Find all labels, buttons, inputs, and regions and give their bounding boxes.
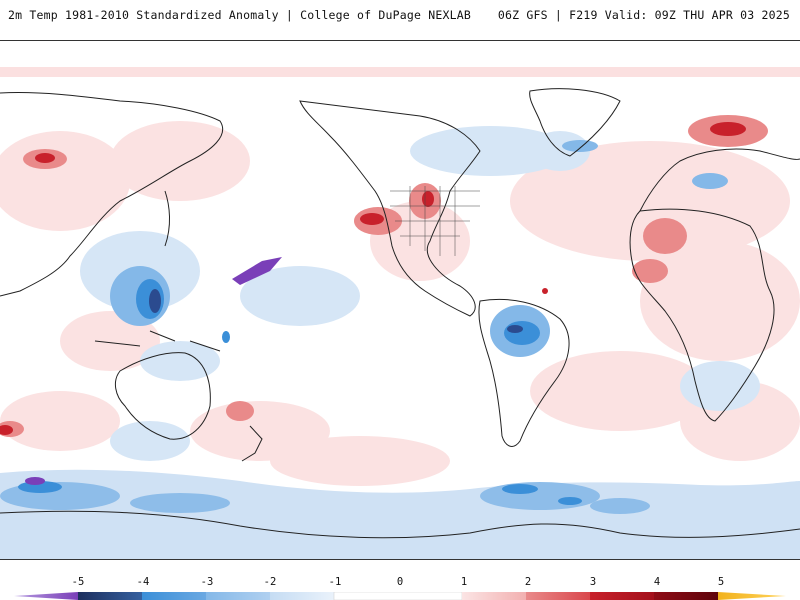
us-state-borders (390, 186, 480, 256)
anomaly-map (0, 40, 800, 560)
tick-label: 3 (589, 576, 597, 588)
tick-label: 5 (717, 576, 725, 588)
tick-label: -5 (71, 576, 85, 588)
map-header: 2m Temp 1981-2010 Standardized Anomaly |… (0, 0, 800, 36)
tick-label: -2 (263, 576, 277, 588)
colorbar (14, 592, 786, 600)
very-cold-cells (149, 289, 523, 333)
model-run-info: 06Z GFS | F219 Valid: 09Z THU APR 03 202… (497, 8, 790, 22)
tick-label: 4 (653, 576, 661, 588)
warm-anomaly-cells (0, 115, 768, 437)
tick-label: 1 (460, 576, 468, 588)
coastlines (0, 88, 800, 539)
map-canvas (0, 41, 800, 559)
map-title: 2m Temp 1981-2010 Standardized Anomaly |… (8, 8, 472, 22)
colorbar-legend: -5 -4 -3 -2 -1 0 1 2 3 4 5 (0, 566, 800, 600)
antarctic-cold-band (0, 469, 800, 559)
tick-label: -3 (200, 576, 214, 588)
light-warm-fields (0, 121, 800, 486)
tick-label: 0 (396, 576, 404, 588)
antarctic-strong-cold (25, 477, 45, 485)
tick-label: 2 (524, 576, 532, 588)
antarctic-cold-core (18, 481, 582, 505)
tick-label: -1 (328, 576, 342, 588)
pacific-strong-cold (232, 257, 282, 285)
arctic-warm-band (0, 67, 800, 77)
tick-label: -4 (136, 576, 150, 588)
